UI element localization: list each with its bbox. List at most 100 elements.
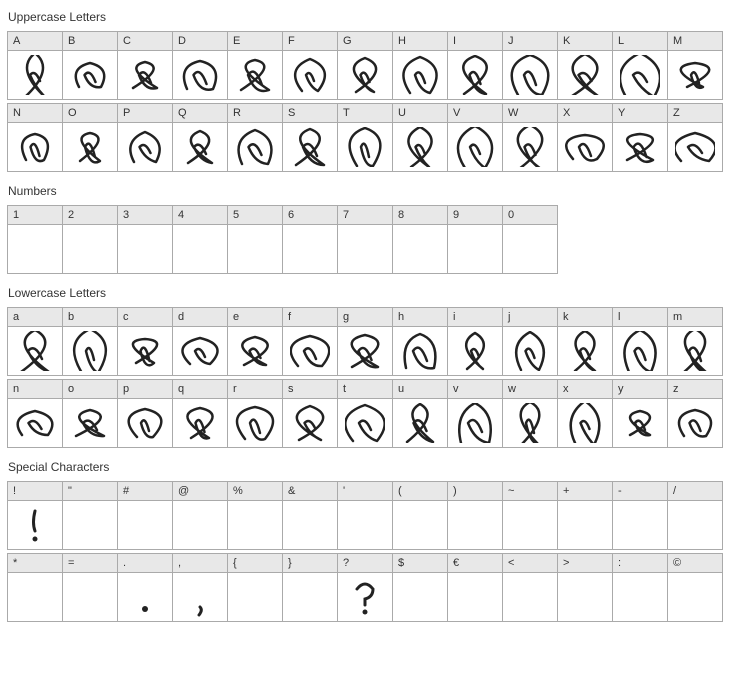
character-cell[interactable]: " [62, 481, 118, 550]
character-cell[interactable]: T [337, 103, 393, 172]
character-cell[interactable]: @ [172, 481, 228, 550]
character-cell[interactable]: w [502, 379, 558, 448]
character-cell[interactable]: K [557, 31, 613, 100]
character-cell[interactable]: U [392, 103, 448, 172]
character-cell[interactable]: b [62, 307, 118, 376]
character-cell[interactable]: y [612, 379, 668, 448]
character-cell[interactable]: © [667, 553, 723, 622]
character-label: r [228, 380, 282, 399]
character-cell[interactable]: c [117, 307, 173, 376]
character-cell[interactable]: H [392, 31, 448, 100]
character-cell[interactable]: R [227, 103, 283, 172]
character-cell[interactable]: e [227, 307, 283, 376]
character-cell[interactable]: $ [392, 553, 448, 622]
character-glyph [283, 123, 337, 171]
character-cell[interactable]: d [172, 307, 228, 376]
character-cell[interactable]: k [557, 307, 613, 376]
character-cell[interactable]: * [7, 553, 63, 622]
character-label: q [173, 380, 227, 399]
character-cell[interactable]: z [667, 379, 723, 448]
character-cell[interactable]: M [667, 31, 723, 100]
character-cell[interactable]: 1 [7, 205, 63, 274]
character-cell[interactable]: ( [392, 481, 448, 550]
character-cell[interactable]: L [612, 31, 668, 100]
character-grid: !"#@%&'()~+-/ *=.,{}?$€<>:© [8, 482, 740, 622]
character-cell[interactable]: 6 [282, 205, 338, 274]
character-cell[interactable]: E [227, 31, 283, 100]
character-cell[interactable]: % [227, 481, 283, 550]
character-cell[interactable]: , [172, 553, 228, 622]
character-cell[interactable]: ) [447, 481, 503, 550]
character-cell[interactable]: a [7, 307, 63, 376]
character-label: E [228, 32, 282, 51]
character-cell[interactable]: 5 [227, 205, 283, 274]
character-cell[interactable]: ? [337, 553, 393, 622]
character-cell[interactable]: N [7, 103, 63, 172]
character-cell[interactable]: 7 [337, 205, 393, 274]
character-cell[interactable]: q [172, 379, 228, 448]
character-cell[interactable]: I [447, 31, 503, 100]
character-cell[interactable]: / [667, 481, 723, 550]
character-cell[interactable]: B [62, 31, 118, 100]
character-cell[interactable]: l [612, 307, 668, 376]
character-cell[interactable]: D [172, 31, 228, 100]
character-cell[interactable]: & [282, 481, 338, 550]
character-cell[interactable]: } [282, 553, 338, 622]
character-cell[interactable]: - [612, 481, 668, 550]
character-cell[interactable]: h [392, 307, 448, 376]
character-cell[interactable]: { [227, 553, 283, 622]
character-label: & [283, 482, 337, 501]
character-cell[interactable]: + [557, 481, 613, 550]
character-cell[interactable]: Q [172, 103, 228, 172]
character-cell[interactable]: O [62, 103, 118, 172]
character-cell[interactable]: = [62, 553, 118, 622]
character-cell[interactable]: 3 [117, 205, 173, 274]
character-cell[interactable]: o [62, 379, 118, 448]
character-cell[interactable]: f [282, 307, 338, 376]
character-cell[interactable]: j [502, 307, 558, 376]
character-cell[interactable]: 2 [62, 205, 118, 274]
character-cell[interactable]: X [557, 103, 613, 172]
character-cell[interactable]: : [612, 553, 668, 622]
character-grid: 1234567890 [8, 206, 740, 274]
character-cell[interactable]: # [117, 481, 173, 550]
character-cell[interactable]: F [282, 31, 338, 100]
character-cell[interactable]: S [282, 103, 338, 172]
character-cell[interactable]: g [337, 307, 393, 376]
character-cell[interactable]: < [502, 553, 558, 622]
character-cell[interactable]: n [7, 379, 63, 448]
character-label: f [283, 308, 337, 327]
character-cell[interactable]: v [447, 379, 503, 448]
character-cell[interactable]: 4 [172, 205, 228, 274]
character-glyph [668, 573, 722, 621]
character-cell[interactable]: ! [7, 481, 63, 550]
character-cell[interactable]: x [557, 379, 613, 448]
character-cell[interactable]: V [447, 103, 503, 172]
character-cell[interactable]: . [117, 553, 173, 622]
character-cell[interactable]: Y [612, 103, 668, 172]
character-cell[interactable]: ~ [502, 481, 558, 550]
character-cell[interactable]: u [392, 379, 448, 448]
character-cell[interactable]: G [337, 31, 393, 100]
character-cell[interactable]: P [117, 103, 173, 172]
character-glyph [173, 51, 227, 99]
character-cell[interactable]: A [7, 31, 63, 100]
character-cell[interactable]: J [502, 31, 558, 100]
character-cell[interactable]: 0 [502, 205, 558, 274]
character-cell[interactable]: ' [337, 481, 393, 550]
character-cell[interactable]: Z [667, 103, 723, 172]
character-cell[interactable]: i [447, 307, 503, 376]
character-label: ~ [503, 482, 557, 501]
character-cell[interactable]: m [667, 307, 723, 376]
character-cell[interactable]: s [282, 379, 338, 448]
character-cell[interactable]: r [227, 379, 283, 448]
character-label: N [8, 104, 62, 123]
character-cell[interactable]: p [117, 379, 173, 448]
character-cell[interactable]: t [337, 379, 393, 448]
character-cell[interactable]: C [117, 31, 173, 100]
character-cell[interactable]: 8 [392, 205, 448, 274]
character-cell[interactable]: W [502, 103, 558, 172]
character-cell[interactable]: 9 [447, 205, 503, 274]
character-cell[interactable]: € [447, 553, 503, 622]
character-cell[interactable]: > [557, 553, 613, 622]
